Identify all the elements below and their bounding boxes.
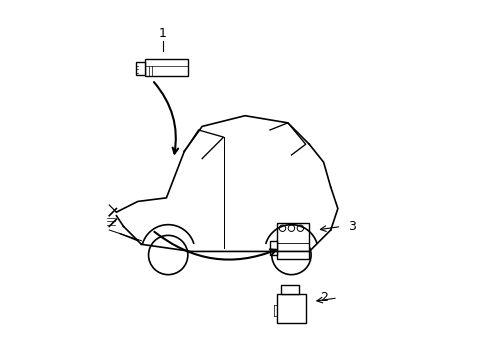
- FancyBboxPatch shape: [145, 59, 188, 76]
- Text: 1: 1: [159, 27, 167, 40]
- Text: 3: 3: [348, 220, 356, 233]
- FancyBboxPatch shape: [277, 223, 309, 258]
- Text: 2: 2: [319, 291, 327, 305]
- FancyBboxPatch shape: [277, 294, 306, 323]
- FancyBboxPatch shape: [136, 62, 145, 75]
- FancyBboxPatch shape: [270, 241, 277, 255]
- FancyBboxPatch shape: [281, 285, 298, 294]
